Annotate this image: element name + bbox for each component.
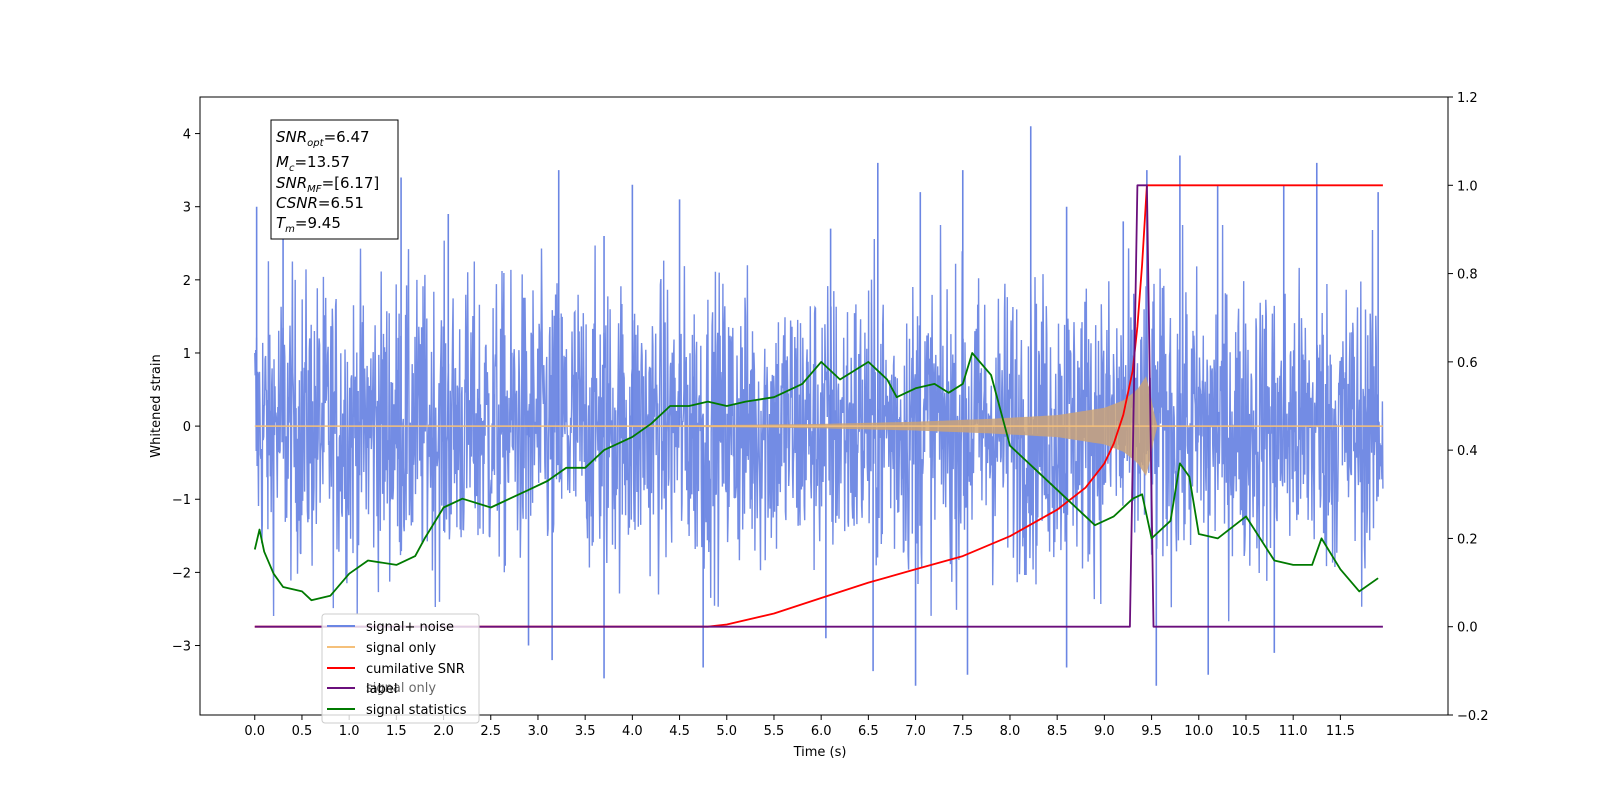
legend-label-4: signal statistics bbox=[366, 703, 467, 718]
y-axis-left: −3 −2 −1 0 1 2 3 4 bbox=[172, 128, 200, 655]
right-axis-series bbox=[253, 184, 1383, 628]
x-tick-label: 1.5 bbox=[386, 724, 407, 739]
legend-label-1: signal only bbox=[366, 641, 436, 656]
x-tick-label: 9.5 bbox=[1141, 724, 1162, 739]
x-axis: 0.0 0.5 1.0 1.5 2.0 2.5 3.0 3.5 4.0 4.5 5.0 5.5 6.0 6… bbox=[244, 715, 1355, 739]
legend-label-0: signal+ noise bbox=[366, 620, 454, 635]
y-axis-label: Whitened strain bbox=[149, 354, 164, 457]
x-tick-label: 10.0 bbox=[1184, 724, 1213, 739]
y-right-tick-label: 1.2 bbox=[1457, 91, 1478, 106]
x-tick-label: 5.5 bbox=[764, 724, 785, 739]
x-tick-label: 8.5 bbox=[1047, 724, 1068, 739]
x-tick-label: 10.5 bbox=[1232, 724, 1261, 739]
label-line bbox=[254, 184, 1383, 628]
x-tick-label: 2.0 bbox=[433, 724, 454, 739]
y-left-tick-label: 0 bbox=[183, 420, 191, 435]
annotation-line-1: Mc=13.57 bbox=[276, 153, 350, 174]
y-left-tick-label: 1 bbox=[183, 347, 191, 362]
legend-label-3: label bbox=[366, 682, 397, 697]
x-tick-label: 4.0 bbox=[622, 724, 643, 739]
x-tick-label: 6.5 bbox=[858, 724, 879, 739]
annotation-line-4: Tm=9.45 bbox=[276, 214, 341, 235]
y-right-tick-label: 0.8 bbox=[1457, 268, 1478, 283]
signal-statistics-line bbox=[253, 352, 1379, 602]
y-left-tick-label: −1 bbox=[172, 493, 191, 508]
x-axis-label: Time (s) bbox=[793, 745, 847, 760]
y-left-tick-label: 4 bbox=[183, 128, 191, 143]
y-left-tick-label: −2 bbox=[172, 566, 191, 581]
signal-only-series bbox=[254, 376, 1383, 476]
y-right-tick-label: 0.4 bbox=[1457, 444, 1478, 459]
x-tick-label: 1.0 bbox=[339, 724, 360, 739]
x-tick-label: 11.5 bbox=[1326, 724, 1355, 739]
x-tick-label: 4.5 bbox=[669, 724, 690, 739]
x-tick-label: 7.5 bbox=[952, 724, 973, 739]
y-right-tick-label: 0.0 bbox=[1457, 621, 1478, 636]
x-tick-label: 2.5 bbox=[480, 724, 501, 739]
y-right-tick-label: 0.2 bbox=[1457, 532, 1478, 547]
x-tick-label: 8.0 bbox=[1000, 724, 1021, 739]
annotation-line-2: SNRMF=[6.17] bbox=[276, 174, 379, 195]
x-tick-label: 0.0 bbox=[244, 724, 265, 739]
annotation-line-0: SNRopt=6.47 bbox=[276, 128, 370, 149]
x-tick-label: 6.0 bbox=[811, 724, 832, 739]
y-right-tick-label: 0.6 bbox=[1457, 356, 1478, 371]
x-tick-label: 3.5 bbox=[575, 724, 596, 739]
x-tick-label: 9.0 bbox=[1094, 724, 1115, 739]
annotation-line-3: CSNR=6.51 bbox=[276, 194, 364, 212]
y-left-tick-label: 3 bbox=[183, 201, 191, 216]
x-tick-label: 3.0 bbox=[528, 724, 549, 739]
annotation-box: SNRopt=6.47 Mc=13.57 SNRMF=[6.17] CSNR=6… bbox=[270, 119, 399, 240]
cumilative-SNR-line bbox=[254, 184, 1383, 628]
x-tick-label: 11.0 bbox=[1279, 724, 1308, 739]
x-tick-label: 7.0 bbox=[905, 724, 926, 739]
y-right-tick-label: 1.0 bbox=[1457, 179, 1478, 194]
legend-label-2: cumilative SNR bbox=[366, 662, 465, 677]
y-left-tick-label: 2 bbox=[183, 274, 191, 289]
x-tick-label: 5.0 bbox=[716, 724, 737, 739]
legend: signal only signal+ noise signal only cu… bbox=[321, 613, 480, 724]
x-tick-label: 0.5 bbox=[292, 724, 313, 739]
plot-frame bbox=[199, 96, 1449, 716]
y-left-tick-label: −3 bbox=[172, 640, 191, 655]
y-right-tick-label: −0.2 bbox=[1457, 709, 1489, 724]
y-axis-right: −0.2 0.0 0.2 0.4 0.6 0.8 1.0 1.2 bbox=[1448, 91, 1489, 724]
legend-hidden-text: signal only bbox=[366, 681, 436, 696]
